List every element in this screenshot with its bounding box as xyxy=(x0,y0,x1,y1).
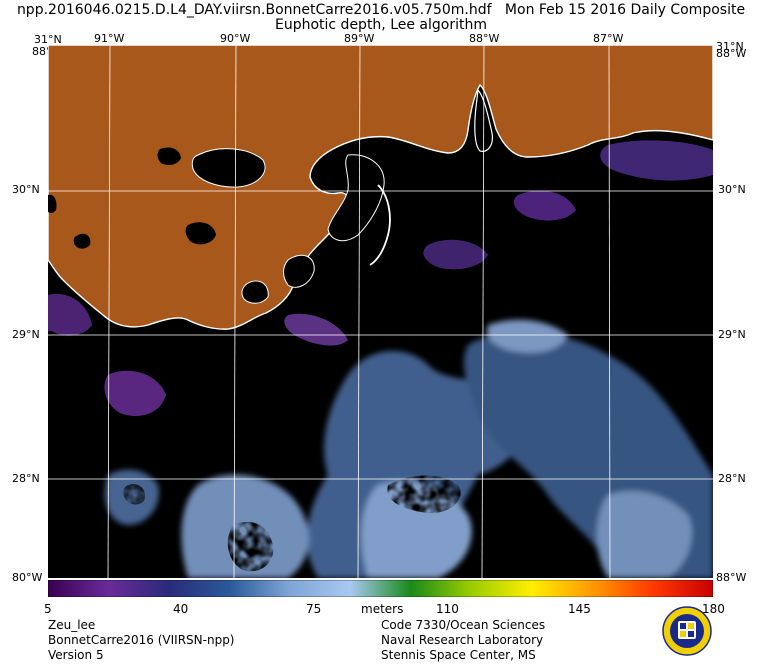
scale-tick-5: 5 xyxy=(44,602,52,616)
lat-label-29n-left: 29°N xyxy=(12,328,40,341)
scale-tick-180: 180 xyxy=(702,602,725,616)
scale-tick-40: 40 xyxy=(173,602,189,616)
scale-tick-110: 110 xyxy=(436,602,459,616)
scale-tick-75: 75 xyxy=(306,602,322,616)
lon-label-89w: 89°W xyxy=(344,32,375,45)
corner-lat-top-left: 31°N xyxy=(34,33,62,46)
color-scale-bar xyxy=(48,580,713,597)
green-patches xyxy=(123,428,461,572)
footer-location: Stennis Space Center, MS xyxy=(381,648,536,662)
land-mass xyxy=(48,45,713,330)
corner-lon-top-right: 88°W xyxy=(716,47,747,60)
lat-label-28n-right: 28°N xyxy=(718,472,746,485)
lat-label-30n-left: 30°N xyxy=(12,183,40,196)
scale-tick-145: 145 xyxy=(568,602,591,616)
purple-patches xyxy=(48,140,713,416)
footer-code: Code 7330/Ocean Sciences xyxy=(381,618,546,632)
lon-label-91w: 91°W xyxy=(94,32,125,45)
file-name: npp.2016046.0215.D.L4_DAY.viirsn.BonnetC… xyxy=(16,2,492,18)
lon-label-87w: 87°W xyxy=(593,32,624,45)
footer-org: Naval Research Laboratory xyxy=(381,633,544,647)
nrl-seal-logo xyxy=(662,606,712,656)
corner-lon-bottom-left: 80°W xyxy=(12,571,43,584)
euphotic-depth-map xyxy=(48,45,713,578)
lat-label-30n-right: 30°N xyxy=(718,183,746,196)
lon-label-88w: 88°W xyxy=(469,32,500,45)
product-name: Euphotic depth, Lee algorithm xyxy=(274,17,488,33)
image-title: npp.2016046.0215.D.L4_DAY.viirsn.BonnetC… xyxy=(0,2,762,18)
scale-units: meters xyxy=(361,602,404,616)
footer-variable: Zeu_lee xyxy=(48,618,96,632)
lon-label-90w: 90°W xyxy=(220,32,251,45)
corner-lon-bottom-right: 88°W xyxy=(716,571,747,584)
footer-dataset: BonnetCarre2016 (VIIRSN-npp) xyxy=(48,633,235,647)
footer-version: Version 5 xyxy=(48,648,104,662)
barrier-islands xyxy=(369,184,391,266)
color-scale-gradient xyxy=(48,580,713,597)
corner-lat-top-right: 31°N xyxy=(716,40,744,53)
lat-label-28n-left: 28°N xyxy=(12,472,40,485)
lat-label-29n-right: 29°N xyxy=(718,328,746,341)
graticule xyxy=(48,45,713,578)
composite-date: Mon Feb 15 2016 Daily Composite xyxy=(504,2,746,18)
